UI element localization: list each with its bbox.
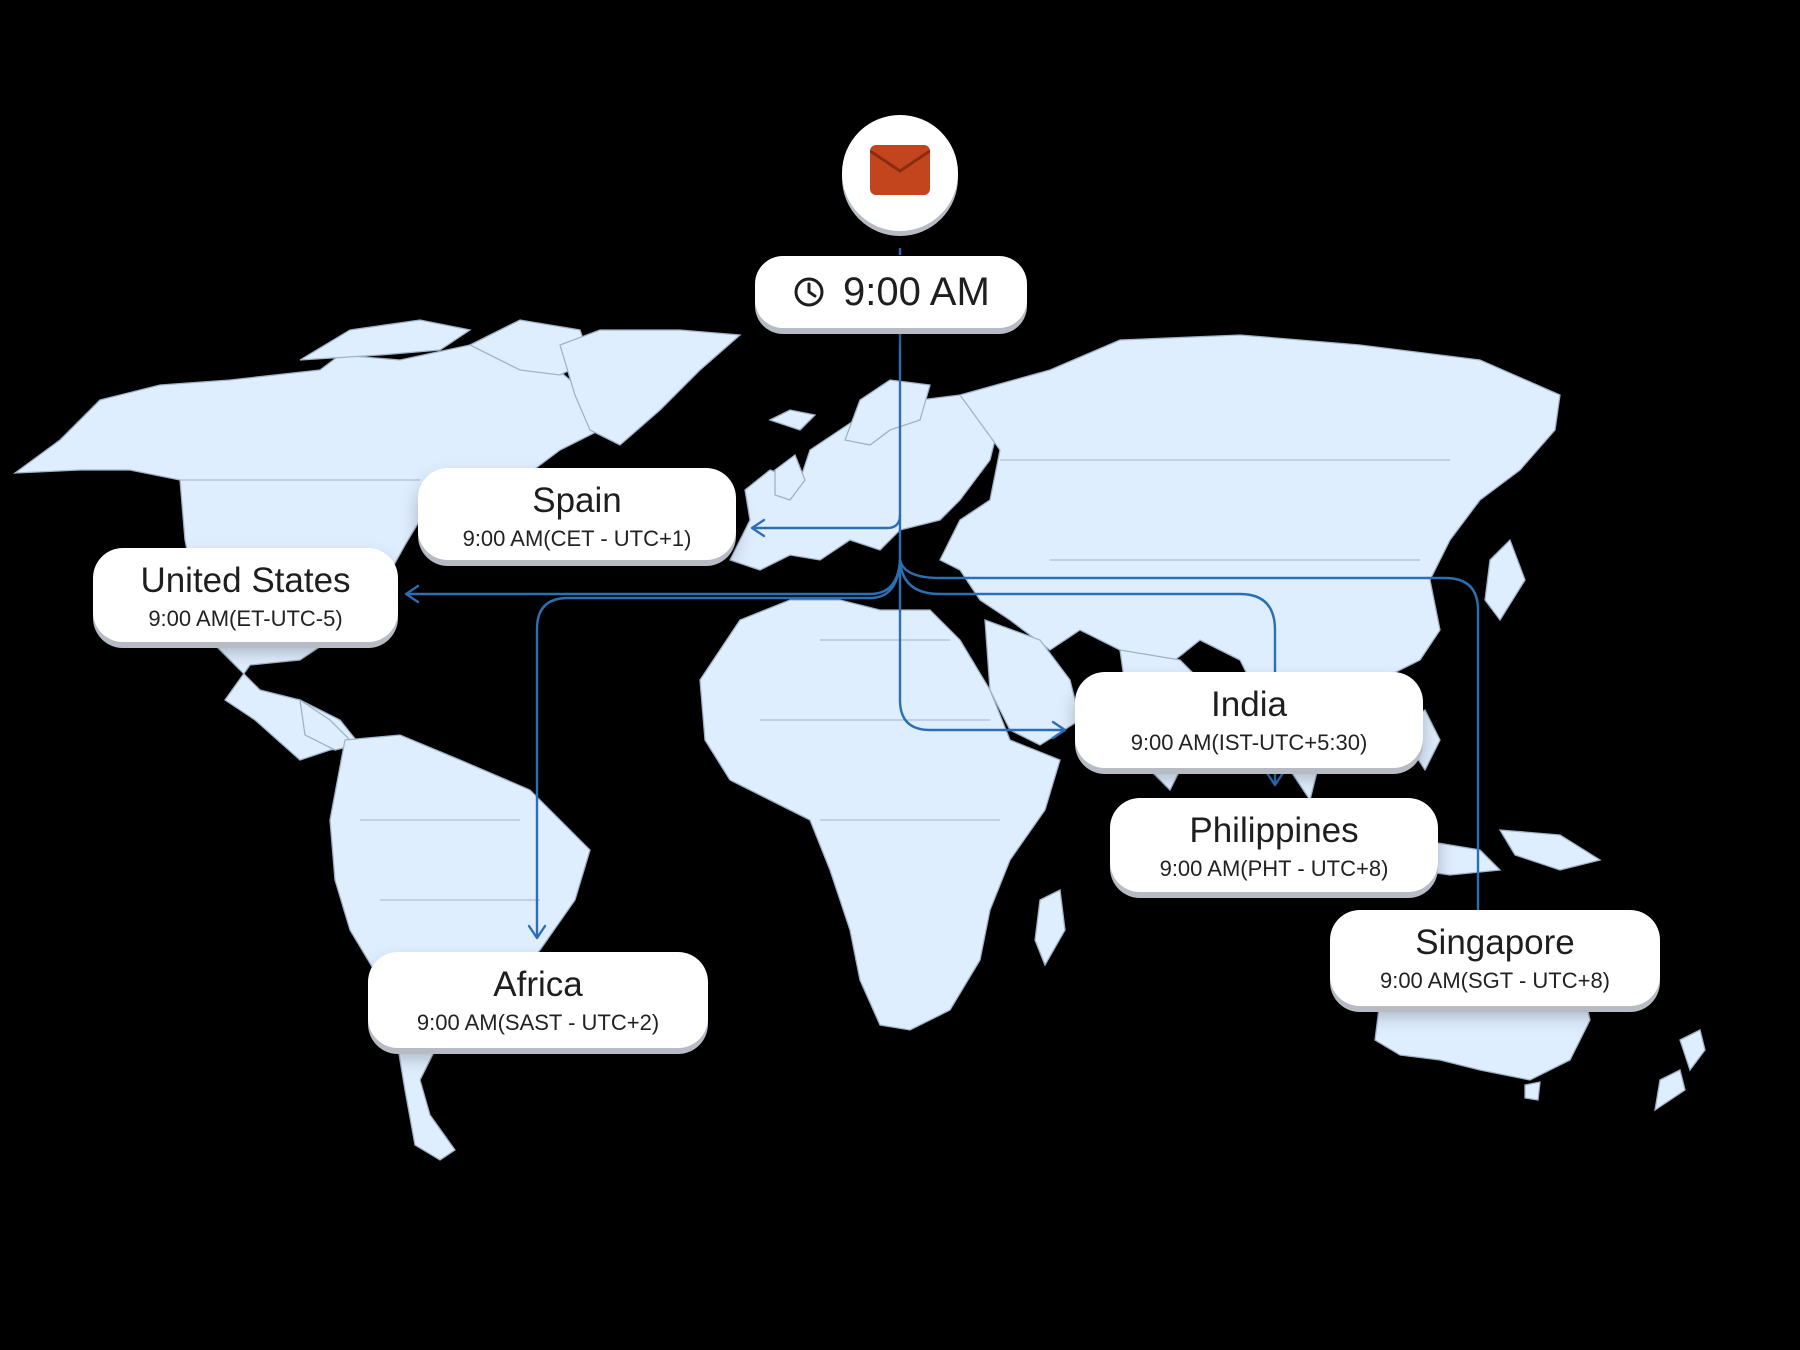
clock-icon (794, 277, 824, 307)
location-card-singapore: Singapore 9:00 AM(SGT - UTC+8) (1330, 910, 1660, 1006)
location-name: United States (140, 561, 351, 600)
route-philippines (898, 559, 1277, 785)
email-badge (842, 115, 958, 231)
route-singapore (898, 559, 1480, 912)
route-spain (752, 514, 902, 530)
envelope-icon (870, 145, 930, 195)
location-name: India (1211, 685, 1287, 724)
arctic-islands (299, 319, 472, 361)
location-card-africa: Africa 9:00 AM(SAST - UTC+2) (368, 952, 708, 1048)
tasmania (1524, 1081, 1541, 1101)
scandinavia (844, 379, 931, 446)
location-card-india: India 9:00 AM(IST-UTC+5:30) (1075, 672, 1423, 768)
location-name: Spain (532, 481, 622, 520)
africa (699, 599, 1061, 1031)
location-card-united-states: United States 9:00 AM(ET-UTC-5) (93, 548, 398, 642)
iceland (768, 409, 817, 431)
arrow-spain (750, 518, 766, 538)
route-africa (535, 559, 902, 938)
route-united-states (406, 559, 902, 596)
location-card-spain: Spain 9:00 AM(CET - UTC+1) (418, 468, 736, 560)
new-guinea (1498, 829, 1602, 871)
madagascar (1034, 889, 1066, 967)
location-time: 9:00 AM(CET - UTC+1) (462, 526, 692, 551)
location-time: 9:00 AM(IST-UTC+5:30) (1130, 730, 1368, 755)
arrow-africa (527, 924, 547, 940)
british-isles (774, 453, 806, 501)
south-america (329, 734, 591, 1161)
send-time-pill: 9:00 AM (755, 256, 1027, 328)
location-name: Philippines (1189, 811, 1359, 850)
location-name: Singapore (1415, 923, 1575, 962)
arrow-united-states (404, 584, 420, 604)
location-time: 9:00 AM(PHT - UTC+8) (1159, 856, 1389, 881)
send-time: 9:00 AM (843, 270, 990, 314)
location-time: 9:00 AM(SGT - UTC+8) (1379, 968, 1611, 993)
location-time: 9:00 AM(ET-UTC-5) (148, 606, 343, 631)
arrow-india (1051, 720, 1067, 740)
arrow-philippines (1265, 771, 1285, 787)
location-name: Africa (493, 965, 583, 1004)
location-time: 9:00 AM(SAST - UTC+2) (416, 1010, 660, 1035)
location-card-philippines: Philippines 9:00 AM(PHT - UTC+8) (1110, 798, 1438, 892)
japan (1484, 538, 1526, 622)
route-india (898, 560, 1065, 732)
greenland (559, 329, 742, 446)
new-zealand (1654, 1029, 1706, 1112)
